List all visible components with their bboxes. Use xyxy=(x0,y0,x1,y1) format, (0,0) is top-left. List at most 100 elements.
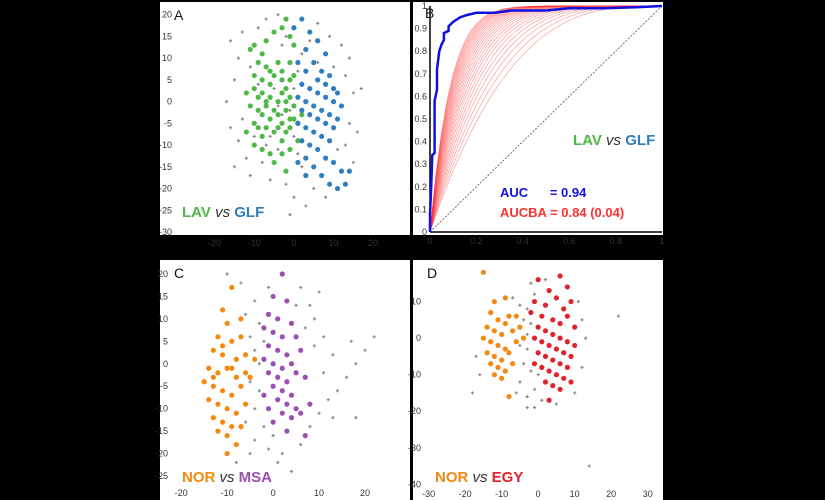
scatter-point-other xyxy=(300,165,304,169)
scatter-point-nor xyxy=(506,313,512,319)
x-tick-label: 10 xyxy=(570,489,580,499)
scatter-point-glf xyxy=(319,133,325,139)
scatter-point-egy xyxy=(561,375,567,381)
y-tick-label: 0.9 xyxy=(414,24,427,34)
scatter-point-lav xyxy=(263,125,269,131)
caption-group1: NOR xyxy=(182,469,220,486)
scatter-point-other xyxy=(253,299,257,303)
scatter-point-msa xyxy=(293,334,299,340)
scatter-point-nor xyxy=(233,356,239,362)
scatter-point-glf xyxy=(334,90,341,96)
scatter-point-egy xyxy=(542,353,549,359)
scatter-point-nor xyxy=(224,320,230,326)
x-tick-label: 30 xyxy=(643,489,653,499)
y-tick-label: 10 xyxy=(158,314,168,324)
y-tick-label: -20 xyxy=(408,406,421,416)
scatter-point-lav xyxy=(267,116,273,122)
y-tick-label: 0.1 xyxy=(414,204,427,214)
scatter-point-nor xyxy=(517,324,523,330)
scatter-point-lav xyxy=(287,59,293,66)
scatter-point-lav xyxy=(259,51,265,57)
scatter-point-glf xyxy=(334,185,341,192)
scatter-point-egy xyxy=(528,309,534,316)
scatter-point-egy xyxy=(557,386,563,392)
scatter-point-egy xyxy=(546,342,552,349)
scatter-point-nor xyxy=(502,368,508,374)
scatter-point-msa xyxy=(275,347,281,353)
scatter-point-other xyxy=(351,160,355,165)
scatter-point-nor xyxy=(215,401,221,407)
y-tick-label: 0.6 xyxy=(414,91,427,101)
scatter-point-nor xyxy=(510,361,516,367)
scatter-point-lav xyxy=(271,107,277,113)
scatter-point-other xyxy=(299,442,303,447)
scatter-point-lav xyxy=(259,77,265,83)
scatter-point-msa xyxy=(265,406,272,412)
scatter-point-other xyxy=(474,354,478,358)
scatter-point-other xyxy=(260,160,264,165)
scatter-point-lav xyxy=(283,168,289,174)
scatter-point-other xyxy=(540,398,544,402)
scatter-point-other xyxy=(243,312,248,316)
scatter-point-msa xyxy=(279,271,285,277)
y-tick-label: 15 xyxy=(162,31,172,41)
scatter-point-nor xyxy=(488,339,494,345)
scatter-point-nor xyxy=(495,342,501,349)
scatter-point-glf xyxy=(303,155,309,161)
scatter-point-egy xyxy=(564,313,570,319)
scatter-point-nor xyxy=(502,346,508,352)
scatter-point-other xyxy=(335,147,340,152)
scatter-point-other xyxy=(303,326,307,330)
scatter-point-other xyxy=(518,343,522,348)
scatter-point-other xyxy=(234,460,238,465)
scatter-point-other xyxy=(252,134,256,138)
scatter-point-glf xyxy=(315,77,321,83)
scatter-point-lav xyxy=(267,81,273,87)
scatter-point-other xyxy=(331,65,336,69)
scatter-point-glf xyxy=(307,112,313,118)
x-tick-label: 0 xyxy=(427,236,432,246)
scatter-point-other xyxy=(228,126,233,130)
scatter-point-egy xyxy=(557,273,563,279)
scatter-point-msa xyxy=(279,388,285,394)
scatter-point-msa xyxy=(284,401,290,407)
scatter-point-glf xyxy=(303,125,309,131)
scatter-point-lav xyxy=(275,112,281,118)
scatter-point-lav xyxy=(259,112,265,118)
scatter-point-other xyxy=(511,296,515,300)
scatter-point-other xyxy=(257,362,261,366)
scatter-point-other xyxy=(228,39,233,43)
x-tick-label: 1 xyxy=(659,236,664,246)
scatter-point-lav xyxy=(263,38,269,44)
scatter-point-msa xyxy=(270,419,276,425)
scatter-point-glf xyxy=(307,142,313,148)
scatter-point-msa xyxy=(265,370,272,376)
scatter-point-nor xyxy=(480,335,487,341)
scatter-point-msa xyxy=(270,329,276,335)
y-tick-label: 0.4 xyxy=(414,137,427,147)
scatter-point-nor xyxy=(219,419,226,425)
scatter-point-glf xyxy=(338,168,345,174)
y-tick-label: -10 xyxy=(155,404,168,414)
y-tick-label: 0 xyxy=(422,227,427,237)
scatter-point-nor xyxy=(502,320,508,327)
scatter-point-other xyxy=(292,195,296,199)
scatter-point-glf xyxy=(291,25,297,31)
y-tick-label: 5 xyxy=(167,75,172,85)
x-tick-label: 0.4 xyxy=(517,236,530,246)
scatter-point-nor xyxy=(219,388,226,394)
scatter-point-egy xyxy=(542,302,549,308)
scatter-point-other xyxy=(253,348,257,352)
scatter-point-other xyxy=(248,335,252,339)
roc-curve xyxy=(428,4,663,232)
caption-group1: LAV xyxy=(573,132,602,149)
scatter-point-msa xyxy=(284,298,290,304)
scatter-point-other xyxy=(532,387,537,391)
scatter-point-other xyxy=(324,195,328,199)
scatter-point-lav xyxy=(251,42,257,48)
caption-group2: GLF xyxy=(625,132,655,149)
scatter-point-lav xyxy=(255,59,261,66)
y-tick-label: 15 xyxy=(158,291,168,301)
scatter-point-lav xyxy=(255,94,261,100)
scatter-point-other xyxy=(248,380,252,384)
